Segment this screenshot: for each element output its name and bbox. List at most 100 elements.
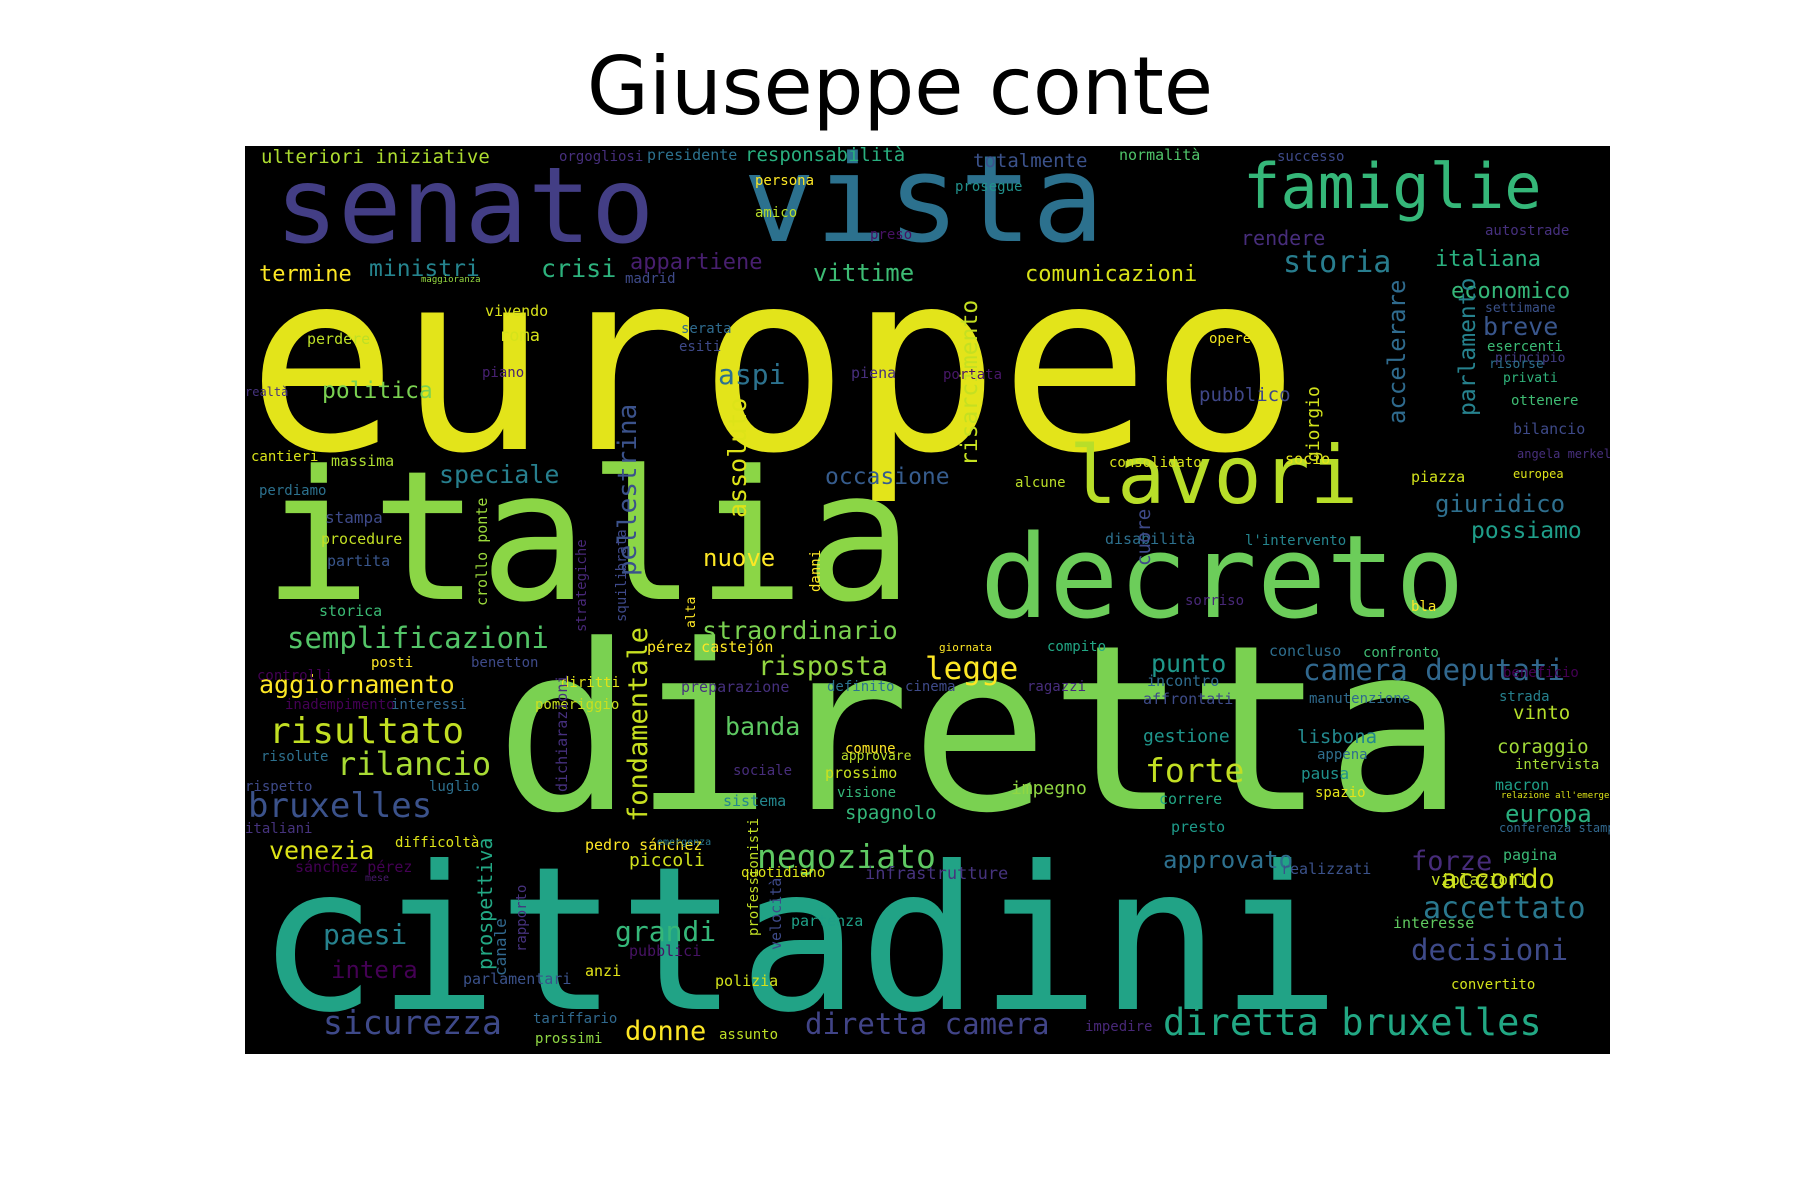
cloud-word: politica [322, 378, 433, 404]
cloud-word: perdere [307, 330, 371, 348]
cloud-word: realtà [245, 385, 289, 399]
cloud-word: cinema [905, 679, 956, 695]
cloud-word: risultato [269, 711, 465, 752]
cloud-word: interesse [1393, 914, 1475, 932]
cloud-word: relazione all'emergenza [1501, 791, 1610, 801]
cloud-word: autostrade [1485, 223, 1570, 239]
cloud-word: ministri [369, 256, 480, 282]
cloud-word: quotidiano [741, 865, 826, 881]
cloud-word: responsabilità [745, 146, 906, 166]
cloud-word: italiana [1435, 247, 1541, 272]
cloud-word: ragazzi [1027, 679, 1087, 695]
cloud-word: pagina [1503, 846, 1558, 864]
cloud-word: parlamentari [463, 970, 572, 988]
cloud-word: giornata [939, 641, 992, 654]
cloud-word: affrontati [1143, 690, 1234, 708]
cloud-word: pubblico [1199, 384, 1291, 406]
cloud-word: banda [725, 712, 801, 741]
cloud-word: pérez castejón [647, 638, 774, 656]
cloud-word: famiglie [1243, 150, 1542, 223]
cloud-word: emergenza [657, 837, 712, 848]
cloud-word: impegno [1011, 778, 1087, 799]
cloud-word: intera [331, 956, 418, 984]
cloud-word: maggioranza [421, 275, 481, 285]
cloud-word: madrid [625, 271, 676, 287]
cloud-word: sánchez pérez [295, 858, 413, 876]
cloud-word: pomeriggio [535, 697, 620, 713]
cloud-word: risorse [1489, 357, 1544, 372]
cloud-word: pubblici [629, 942, 702, 960]
cloud-word: definito [827, 679, 895, 695]
cloud-word: termine [259, 262, 352, 287]
cloud-word: roma [499, 326, 540, 346]
cloud-word: macron [1495, 776, 1550, 794]
cloud-word: diretta bruxelles [1163, 1001, 1542, 1044]
cloud-word: diritti [561, 675, 621, 691]
figure-title: Giuseppe conte [586, 40, 1214, 133]
cloud-word: assunto [719, 1027, 779, 1043]
cloud-word: bruxelles [248, 786, 433, 826]
cloud-word: aspi [718, 358, 786, 391]
cloud-word: tariffario [533, 1011, 618, 1027]
cloud-word: lavori [1069, 429, 1358, 522]
cloud-word: coraggio [1497, 736, 1589, 758]
cloud-word: breve [1483, 312, 1559, 341]
cloud-word: luglio [429, 779, 480, 795]
cloud-word: impedire [1085, 1019, 1153, 1035]
cloud-word: legge [925, 651, 1019, 687]
cloud-word: semplificazioni [287, 621, 549, 655]
cloud-word: procedure [321, 530, 403, 548]
cloud-word: violazioni [1431, 870, 1528, 889]
cloud-word: normalità [1119, 146, 1201, 164]
cloud-word: risposta [758, 651, 889, 682]
cloud-word: lisbona [1297, 726, 1378, 748]
cloud-word: piccoli [629, 850, 705, 871]
cloud-word: conferenza stampa [1499, 821, 1610, 835]
cloud-word: paesi [323, 918, 408, 951]
cloud-word: pedro sánchez [585, 836, 703, 854]
cloud-word: bla [1411, 599, 1437, 615]
cloud-word: italia [263, 433, 914, 642]
cloud-word: piazza [1411, 468, 1466, 486]
cloud-word: orgogliosi [559, 149, 644, 165]
cloud-word: alcune [1015, 475, 1066, 491]
cloud-word: realizzati [1281, 860, 1372, 878]
cloud-word: manutenzione [1309, 691, 1411, 707]
cloud-word: massima [331, 452, 395, 470]
cloud-word: polizia [715, 972, 779, 990]
cloud-word: serata [681, 321, 732, 337]
cloud-word: angela merkel [1517, 447, 1610, 461]
cloud-word: europa [1505, 800, 1592, 828]
cloud-word: controlli [257, 668, 333, 684]
cloud-word: cittadini [257, 824, 1341, 1054]
cloud-word: piena [851, 364, 897, 382]
cloud-word: sicurezza [323, 1003, 502, 1042]
cloud-word: europea [1513, 467, 1564, 481]
cloud-word: appartiene [630, 250, 763, 275]
cloud-word: sociale [733, 763, 793, 779]
cloud-word: persona [755, 173, 815, 189]
cloud-word: privati [1503, 371, 1558, 386]
cloud-word: vittime [813, 259, 915, 287]
cloud-word: rendere [1241, 226, 1326, 250]
cloud-word: sistema [723, 792, 787, 810]
cloud-word: risolute [261, 749, 329, 765]
cloud-word: possiamo [1471, 518, 1582, 544]
cloud-word: decisioni [1411, 933, 1569, 967]
cloud-word: donne [625, 1016, 707, 1047]
cloud-word: prossimo [825, 764, 898, 782]
cloud-word: partita [327, 552, 391, 570]
cloud-word: intervista [1515, 757, 1600, 773]
cloud-word: compito [1047, 639, 1107, 655]
cloud-word: pausa [1301, 764, 1350, 783]
cloud-word: piano [482, 365, 525, 381]
cloud-word: preparazione [681, 678, 790, 696]
cloud-word: forte [1145, 751, 1245, 790]
cloud-word: vinto [1513, 702, 1571, 724]
cloud-word: accordo [1441, 864, 1555, 895]
cloud-word: difficoltà [395, 835, 480, 851]
cloud-word: giuridico [1435, 490, 1566, 518]
cloud-word: stampa [325, 508, 383, 527]
cloud-word: diretta camera [805, 1007, 1050, 1041]
cloud-word: totalmente [973, 150, 1088, 172]
